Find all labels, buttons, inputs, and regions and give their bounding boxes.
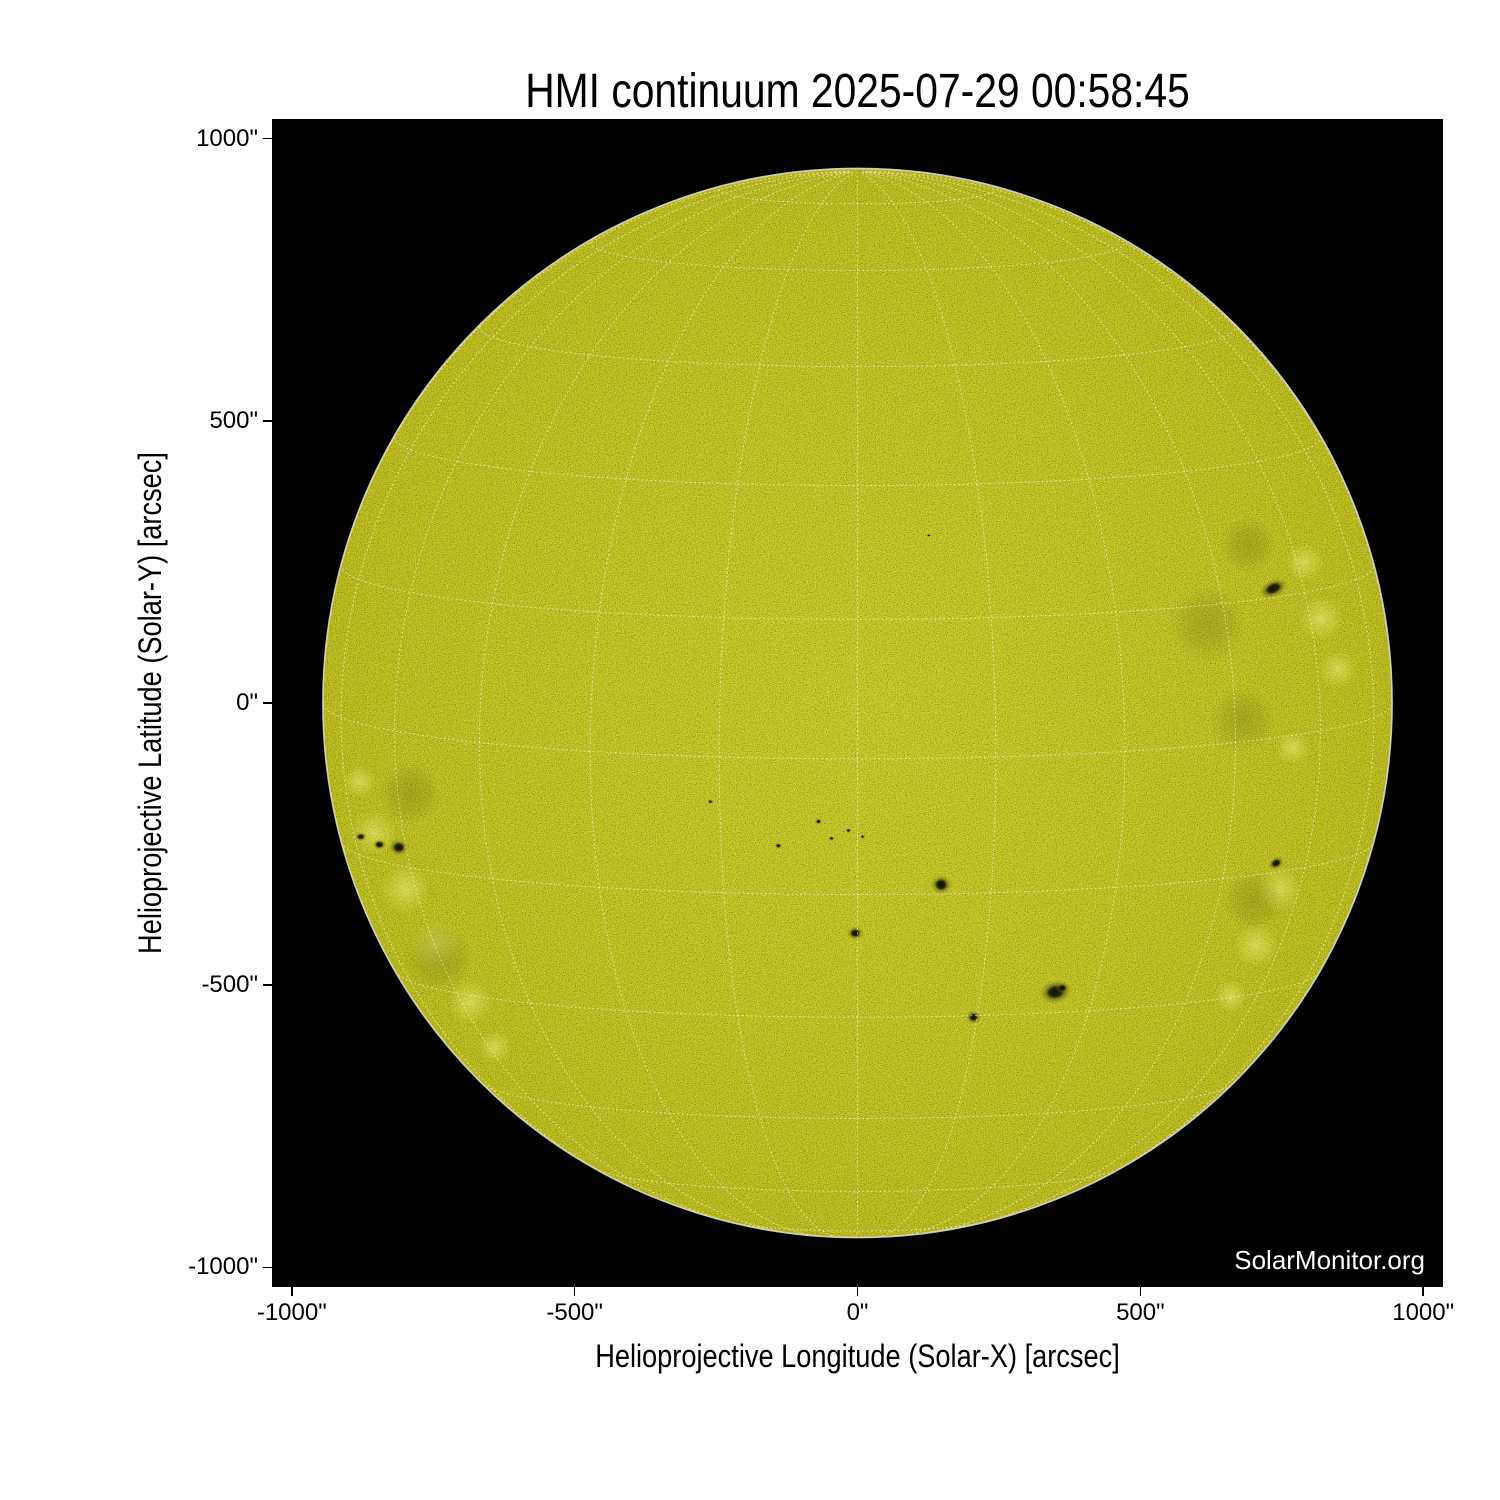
y-tick-mark (263, 702, 272, 704)
sunspot (846, 926, 864, 941)
limb-mottle (1208, 686, 1277, 754)
y-axis-title-box: Helioprojective Latitude (Solar-Y) [arcs… (118, 119, 182, 1287)
y-tick-label: 1000" (196, 124, 258, 152)
y-tick-label: 500" (209, 406, 258, 434)
sunspot (965, 1010, 982, 1025)
sunspot (372, 839, 387, 850)
heliographic-grid-line (394, 171, 850, 1228)
sunspot (1055, 982, 1070, 994)
watermark-text: SolarMonitor.org (1234, 1245, 1425, 1275)
x-tick-label: 1000" (1392, 1299, 1455, 1326)
y-tick-label: -500" (201, 971, 258, 999)
sunspot (845, 828, 852, 833)
sunspot (926, 533, 932, 537)
heliographic-grid-line (323, 704, 1392, 760)
x-tick-label: -1000" (256, 1299, 327, 1326)
limb-mottle (379, 762, 442, 825)
heliographic-grid-line (718, 171, 856, 1237)
facula-patch (478, 1030, 513, 1065)
y-tick-mark (263, 1266, 272, 1268)
solar-limb-edge (322, 167, 1393, 1239)
heliographic-grid-line (479, 171, 852, 1235)
x-tick-mark (291, 1287, 293, 1296)
y-tick-label: 0" (236, 689, 258, 716)
limb-mottle (1168, 584, 1248, 664)
facula-patch (1276, 731, 1311, 766)
x-tick-label: 500" (1116, 1299, 1165, 1326)
sunspot (860, 834, 865, 839)
sunspot (814, 818, 823, 825)
facula-patch (1318, 649, 1359, 689)
sunspot (828, 836, 835, 841)
figure-title: HMI continuum 2025-07-29 00:58:45 (525, 65, 1190, 118)
x-tick-mark (856, 1287, 859, 1296)
facula-patch (447, 979, 493, 1025)
sunspot (1258, 578, 1288, 599)
heliographic-grid-line (340, 171, 849, 1199)
sun-surface-detail (323, 169, 1392, 1237)
heliographic-grid-line (595, 1168, 1120, 1192)
facula-patch (1213, 979, 1248, 1014)
limb-mottle (1222, 869, 1285, 932)
solar-image-plot (272, 119, 1443, 1287)
heliographic-grid-line (482, 1083, 1233, 1120)
heliographic-grid-line (859, 171, 997, 1237)
heliographic-grid-line (863, 171, 1236, 1235)
sunspot (930, 874, 952, 895)
facula-patch (1284, 542, 1325, 582)
heliographic-grid-line (340, 564, 1375, 620)
sunspot (1268, 856, 1284, 870)
heliographic-grid-line (865, 171, 1321, 1228)
sunspot (354, 832, 367, 842)
y-tick-mark (263, 420, 272, 422)
x-axis-title: Helioprojective Longitude (Solar-X) [arc… (595, 1338, 1120, 1374)
x-tick-mark (1422, 1287, 1424, 1296)
y-tick-mark (263, 137, 272, 140)
limb-mottle (405, 923, 473, 991)
facula-patch (342, 765, 377, 799)
limb-mottle (1219, 516, 1277, 574)
x-tick-mark (573, 1287, 576, 1296)
facula-patch (1233, 923, 1279, 969)
solar-disk-image (322, 167, 1393, 1239)
sunspot (707, 799, 714, 804)
facula-patch (1298, 595, 1344, 641)
facula-patch (379, 863, 431, 915)
sunspot (388, 839, 409, 856)
sunspot (774, 842, 783, 849)
y-tick-label: -1000" (188, 1253, 258, 1281)
heliographic-grid-line (866, 171, 1375, 1199)
x-tick-label: 0" (846, 1299, 869, 1326)
y-axis-title: Helioprojective Latitude (Solar-Y) [arcs… (132, 452, 168, 954)
y-tick-mark (263, 984, 272, 986)
heliographic-grid-line (730, 1221, 985, 1232)
x-tick-mark (1139, 1287, 1142, 1296)
x-tick-label: -500" (546, 1299, 603, 1326)
